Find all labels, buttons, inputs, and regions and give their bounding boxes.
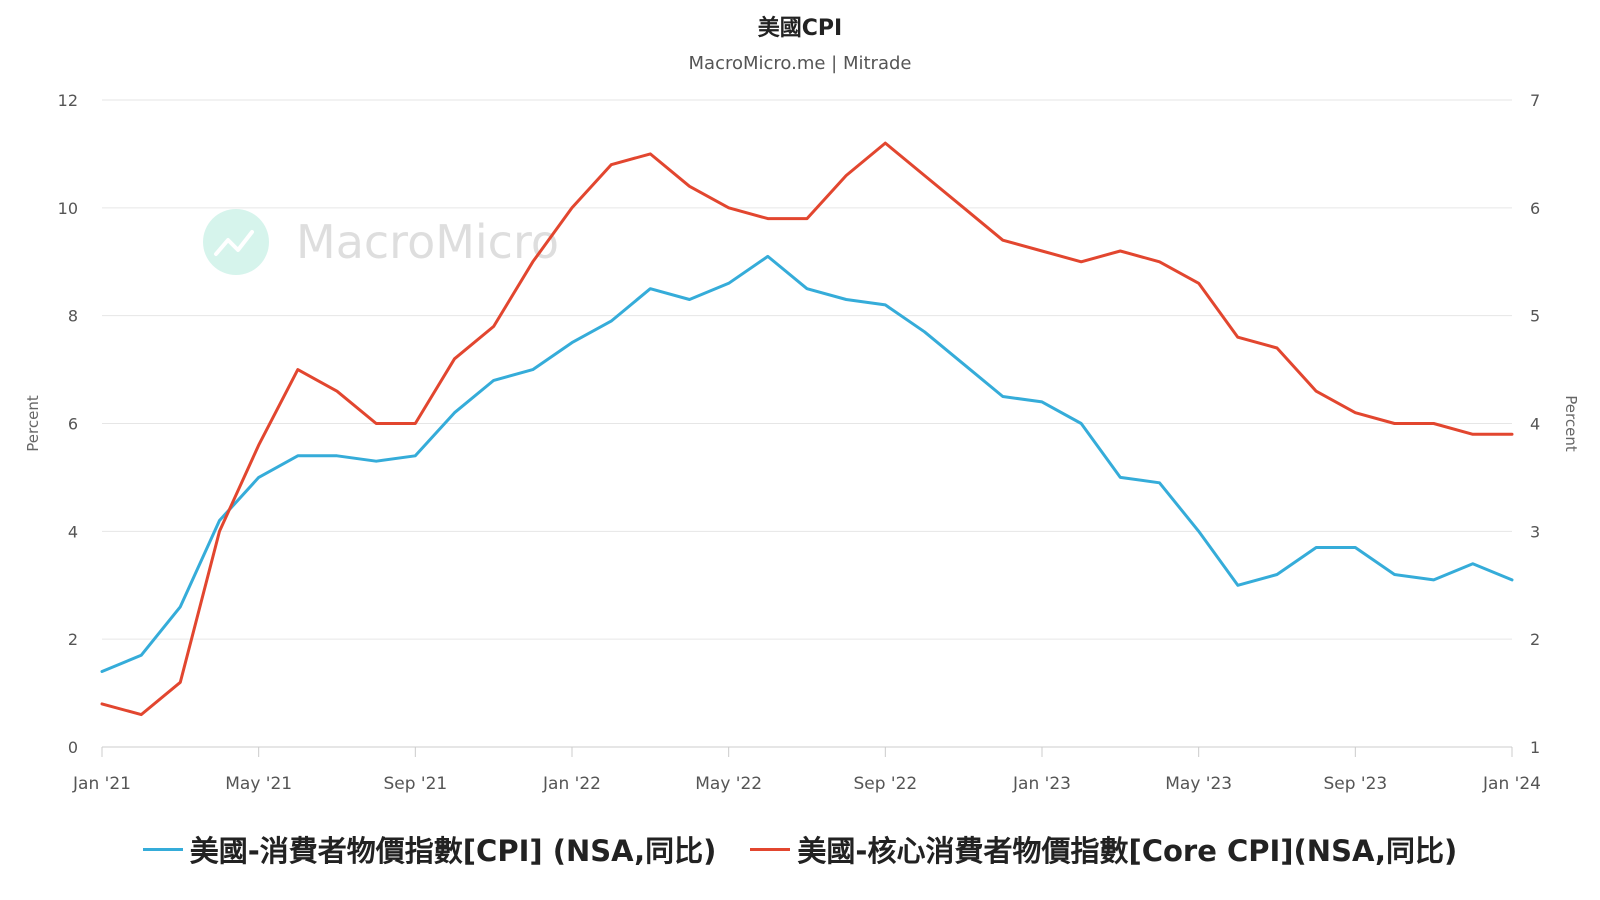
watermark-text: MacroMicro bbox=[296, 215, 559, 269]
y-left-tick-label: 10 bbox=[58, 199, 78, 218]
y-left-tick-label: 4 bbox=[68, 522, 78, 541]
legend-item-core-cpi[interactable]: 美國-核心消費者物價指數[Core CPI](NSA,同比) bbox=[750, 828, 1457, 870]
watermark: MacroMicro bbox=[203, 209, 559, 275]
x-tick-label: May '21 bbox=[225, 774, 292, 794]
y-left-tick-label: 2 bbox=[68, 630, 78, 649]
legend-swatch-core-cpi bbox=[750, 847, 791, 851]
x-tick-label: Sep '22 bbox=[853, 774, 917, 794]
series-line-core-cpi[interactable] bbox=[100, 141, 1514, 717]
y-right-tick-label: 6 bbox=[1530, 199, 1540, 218]
y-left-tick-label: 8 bbox=[68, 307, 78, 326]
x-tick-label: Sep '21 bbox=[383, 774, 447, 794]
y-right-tick-label: 7 bbox=[1530, 91, 1540, 110]
legend-item-cpi[interactable]: 美國-消費者物價指數[CPI] (NSA,同比) bbox=[142, 828, 717, 870]
chart-subtitle: MacroMicro.me | Mitrade bbox=[688, 53, 912, 74]
y-right-tick-label: 1 bbox=[1530, 738, 1540, 757]
legend-label-cpi: 美國-消費者物價指數[CPI] (NSA,同比) bbox=[189, 834, 717, 868]
series-line-cpi[interactable] bbox=[100, 254, 1514, 673]
legend-swatch-cpi bbox=[142, 847, 183, 851]
y-left-tick-label: 12 bbox=[58, 91, 78, 110]
x-tick-label: Jan '22 bbox=[542, 774, 601, 794]
x-tick-label: Jan '21 bbox=[72, 774, 131, 794]
legend-label-core-cpi: 美國-核心消費者物價指數[Core CPI](NSA,同比) bbox=[797, 834, 1458, 868]
y-left-tick-label: 6 bbox=[68, 415, 78, 434]
y-right-axis-label: Percent bbox=[1562, 395, 1580, 452]
watermark-logo-icon bbox=[203, 209, 269, 275]
y-right-tick-label: 2 bbox=[1530, 630, 1540, 649]
y-right-tick-label: 5 bbox=[1530, 307, 1540, 326]
x-tick-label: Jan '24 bbox=[1482, 774, 1541, 794]
y-left-axis-label: Percent bbox=[24, 395, 42, 452]
y-right-tick-label: 4 bbox=[1530, 415, 1540, 434]
legend: 美國-消費者物價指數[CPI] (NSA,同比) 美國-核心消費者物價指數[Co… bbox=[0, 828, 1600, 870]
x-tick-label: May '22 bbox=[695, 774, 762, 794]
y-left-tick-label: 0 bbox=[68, 738, 78, 757]
x-tick-label: Sep '23 bbox=[1323, 774, 1387, 794]
x-tick-label: Jan '23 bbox=[1012, 774, 1071, 794]
watermark-logo-mark bbox=[214, 230, 254, 256]
x-tick-label: May '23 bbox=[1165, 774, 1232, 794]
y-right-tick-label: 3 bbox=[1530, 522, 1540, 541]
chart-title: 美國CPI bbox=[757, 16, 843, 41]
